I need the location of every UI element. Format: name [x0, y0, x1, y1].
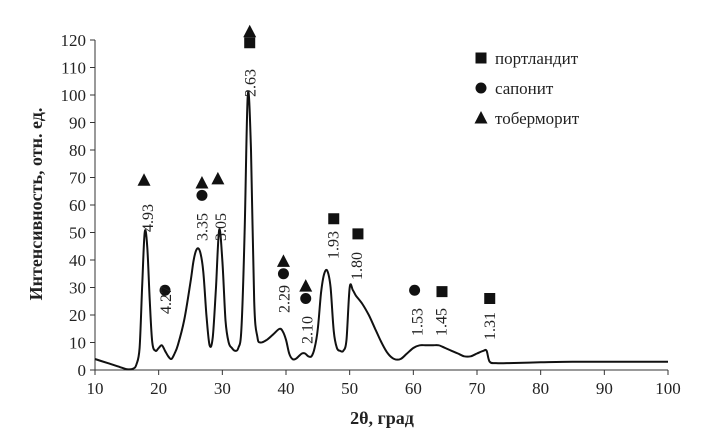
y-tick-label: 40	[69, 251, 86, 270]
x-tick-label: 10	[87, 379, 104, 398]
triangle-marker	[137, 173, 151, 186]
peak-d-spacing-label: 1.93	[325, 231, 342, 259]
peak-d-spacing-label: 2.10	[299, 316, 316, 344]
x-tick-label: 40	[278, 379, 295, 398]
peak-d-spacing-label: 3.05	[213, 213, 230, 241]
peak-d-spacing-label: 2.63	[243, 69, 260, 97]
legend: портландит сапонит тоберморит	[474, 49, 580, 128]
square-marker	[244, 37, 256, 49]
y-tick-label: 90	[69, 114, 86, 133]
y-tick-label: 60	[69, 196, 86, 215]
x-tick-label: 20	[150, 379, 167, 398]
curve-layer	[94, 91, 668, 371]
xrd-pattern-line	[94, 91, 668, 371]
peak-d-spacing-label: 1.80	[349, 252, 366, 280]
y-tick-label: 110	[61, 59, 86, 78]
triangle-marker	[195, 176, 209, 189]
legend-label: тоберморит	[495, 109, 580, 128]
x-tick-label: 60	[405, 379, 422, 398]
triangle-marker	[211, 171, 225, 185]
circle-marker	[409, 284, 421, 296]
peak-d-spacing-label: 1.45	[434, 308, 451, 336]
x-tick-label: 100	[655, 379, 681, 398]
y-tick-label: 120	[61, 31, 87, 50]
legend-square-icon	[475, 52, 487, 64]
y-tick-label: 20	[69, 306, 86, 325]
square-marker	[328, 213, 340, 225]
y-tick-label: 50	[69, 224, 86, 243]
legend-triangle-icon	[474, 111, 488, 124]
circle-marker	[300, 293, 312, 304]
y-tick-label: 100	[61, 86, 87, 105]
legend-label: портландит	[495, 49, 579, 68]
y-tick-label: 0	[78, 361, 87, 380]
triangle-marker	[276, 254, 290, 267]
peak-d-spacing-label: 3.35	[194, 213, 211, 241]
circle-marker	[159, 284, 171, 296]
x-tick-label: 30	[214, 379, 231, 398]
legend-label: сапонит	[495, 79, 554, 98]
peak-d-spacing-label: 4.27	[158, 286, 175, 314]
peak-d-spacing-label: 1.53	[410, 308, 427, 336]
circle-marker	[277, 268, 289, 280]
y-axis-title: Интенсивность, отн. ед.	[26, 108, 46, 301]
y-tick-label: 10	[69, 334, 86, 353]
peak-d-spacing-label: 4.93	[140, 204, 157, 232]
peak-label-layer: 4.93 4.27 3.35 3.05 2.63 2.29 2.10 1.93 1.80 1.53…	[140, 69, 499, 344]
x-tick-label: 70	[469, 379, 486, 398]
x-tick-label: 90	[596, 379, 613, 398]
legend-circle-icon	[475, 82, 487, 94]
triangle-marker	[243, 24, 257, 38]
phase-marker-layer	[137, 24, 496, 304]
square-marker	[436, 286, 448, 298]
y-tick-label: 70	[69, 169, 86, 188]
circle-marker	[196, 189, 208, 201]
y-tick-label: 80	[69, 141, 86, 160]
peak-d-spacing-label: 1.31	[482, 312, 499, 340]
y-tick-label: 30	[69, 279, 86, 298]
square-marker	[484, 293, 496, 304]
peak-d-spacing-label: 2.29	[276, 285, 293, 313]
x-axis-title: 2θ, град	[350, 408, 414, 428]
square-marker	[352, 228, 364, 240]
x-tick-label: 50	[341, 379, 358, 398]
triangle-marker	[299, 279, 313, 292]
x-tick-label: 80	[532, 379, 549, 398]
